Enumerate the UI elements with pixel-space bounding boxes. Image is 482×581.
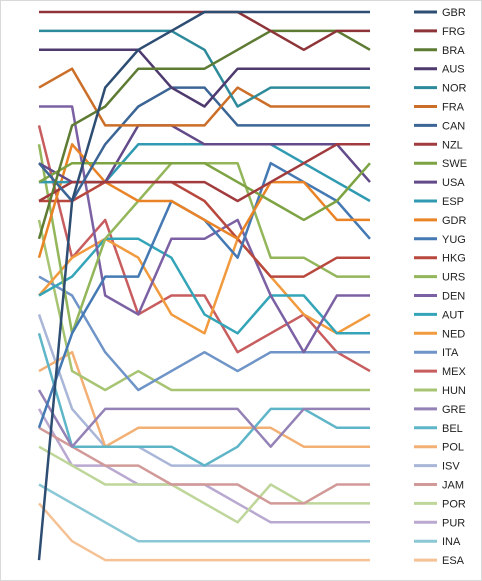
legend-label: ESA (442, 555, 465, 567)
legend-item-esa: ESA (414, 555, 465, 567)
legend-item-nor: NOR (414, 83, 467, 95)
legend-item-pol: POL (414, 442, 464, 454)
legend-item-ita: ITA (414, 347, 459, 359)
legend-label: NED (442, 328, 465, 340)
legend-item-nzl: NZL (414, 139, 463, 151)
series-line-pol (38, 350, 370, 448)
series-line-gbr (37, 10, 370, 561)
legend-item-hun: HUN (414, 385, 466, 397)
legend-item-bra: BRA (414, 45, 465, 57)
legend-label: URS (442, 272, 465, 284)
series-line-gdr (37, 143, 370, 259)
series-line-hkg (39, 180, 370, 278)
legend-item-fra: FRA (414, 102, 465, 114)
legend-item-ned: NED (414, 328, 465, 340)
legend-item-ina: INA (414, 536, 461, 548)
legend-item-usa: USA (414, 177, 465, 189)
legend-item-por: POR (414, 498, 466, 510)
legend-item-bel: BEL (414, 423, 463, 435)
series-line-can (38, 86, 370, 203)
series-line-esa (38, 502, 370, 562)
legend-item-yug: YUG (414, 234, 466, 246)
series-line-jam (38, 426, 370, 505)
legend-label: HUN (442, 385, 466, 397)
legend-item-hkg: HKG (414, 253, 466, 265)
series-line-ina (38, 483, 370, 543)
series-line-por (38, 445, 370, 524)
legend-label: ISV (442, 461, 460, 473)
legend-item-pur: PUR (414, 517, 465, 529)
legend: GBR FRG BRA AUS NOR FRA CAN NZL SWE USA ESP GDR YUG H… (414, 7, 467, 567)
legend-label: USA (442, 177, 465, 189)
legend-item-gre: GRE (414, 404, 466, 416)
series-line-bel (37, 332, 370, 467)
legend-item-den: DEN (414, 291, 465, 303)
legend-label: AUS (442, 64, 465, 76)
series-line-gre (37, 389, 370, 448)
legend-label: GDR (442, 215, 467, 227)
legend-label: PUR (442, 517, 465, 529)
legend-label: POR (442, 498, 466, 510)
legend-item-mex: MEX (414, 366, 467, 378)
legend-label: BRA (442, 45, 465, 57)
legend-label: HKG (442, 253, 466, 265)
series-lines (37, 10, 371, 562)
series-line-bra (37, 29, 371, 240)
legend-label: JAM (442, 480, 464, 492)
legend-item-gdr: GDR (414, 215, 467, 227)
legend-item-gbr: GBR (414, 7, 466, 19)
legend-label: CAN (442, 120, 465, 132)
series-line-fra (38, 67, 370, 127)
legend-label: FRA (442, 102, 465, 114)
series-line-hun (37, 219, 370, 392)
legend-label: POL (442, 442, 464, 454)
legend-label: INA (442, 536, 461, 548)
legend-item-aus: AUS (414, 64, 465, 76)
legend-label: MEX (442, 366, 467, 378)
legend-item-esp: ESP (414, 196, 464, 208)
legend-item-jam: JAM (414, 480, 464, 492)
legend-label: BEL (442, 423, 463, 435)
legend-item-frg: FRG (414, 26, 465, 38)
legend-item-urs: URS (414, 272, 465, 284)
legend-label: FRG (442, 26, 465, 38)
series-line-nzl (38, 143, 370, 203)
legend-label: NOR (442, 83, 467, 95)
series-line-nor (39, 29, 370, 108)
legend-label: GBR (442, 7, 466, 19)
legend-label: GRE (442, 404, 466, 416)
series-line-ned (38, 237, 371, 335)
legend-label: YUG (442, 234, 466, 246)
series-line-ita (38, 275, 370, 392)
legend-label: SWE (442, 158, 467, 170)
legend-item-aut: AUT (414, 309, 464, 321)
series-line-aut (38, 237, 370, 335)
series-line-aus (39, 48, 370, 108)
legend-item-can: CAN (414, 120, 465, 132)
legend-label: AUT (442, 309, 464, 321)
legend-label: DEN (442, 291, 465, 303)
legend-item-swe: SWE (414, 158, 467, 170)
legend-label: ITA (442, 347, 459, 359)
legend-item-isv: ISV (414, 461, 460, 473)
legend-label: ESP (442, 196, 464, 208)
legend-label: NZL (442, 139, 463, 151)
series-line-den (39, 105, 370, 354)
